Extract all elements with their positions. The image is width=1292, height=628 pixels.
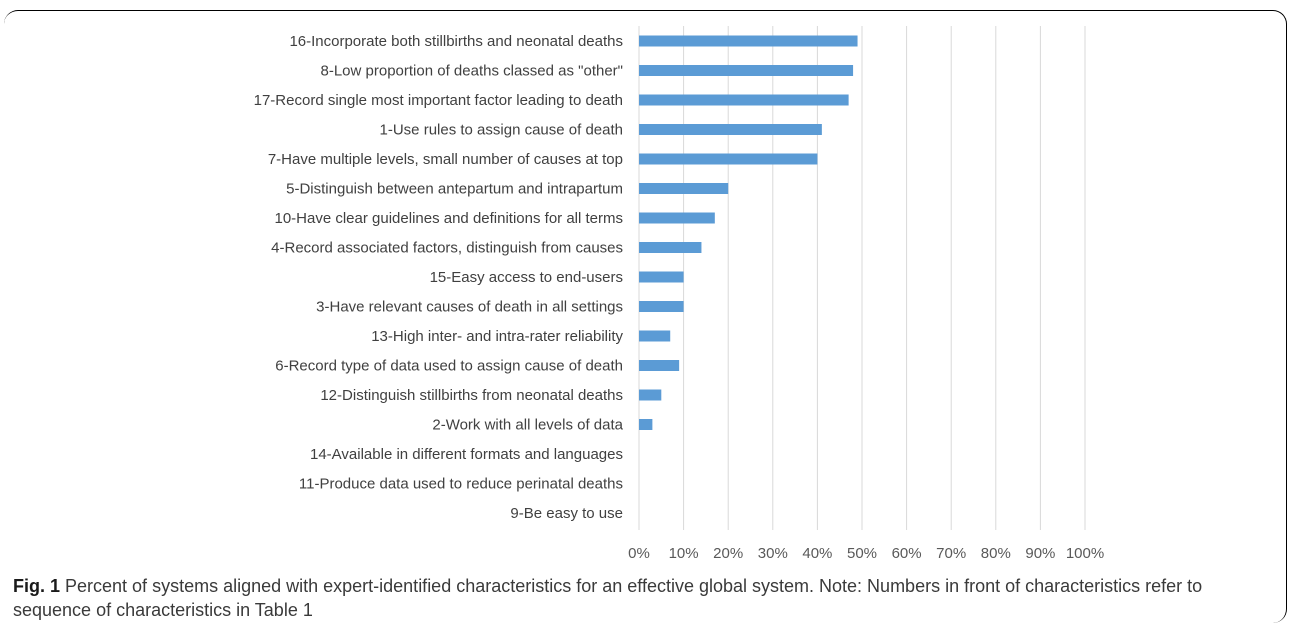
category-label: 11-Produce data used to reduce perinatal… (299, 476, 623, 493)
bars (639, 35, 858, 430)
category-label: 14-Available in different formats and la… (310, 446, 623, 463)
x-tick-label: 90% (1025, 545, 1055, 562)
x-tick-label: 40% (802, 545, 832, 562)
bar (639, 301, 684, 312)
category-label: 2-Work with all levels of data (432, 417, 623, 434)
category-label: 16-Incorporate both stillbirths and neon… (289, 33, 623, 50)
x-tick-label: 30% (758, 545, 788, 562)
bar (639, 124, 822, 135)
category-label: 1-Use rules to assign cause of death (380, 122, 623, 139)
bar (639, 65, 854, 76)
category-label: 6-Record type of data used to assign cau… (275, 358, 623, 375)
bar (639, 330, 671, 342)
category-label: 17-Record single most important factor l… (254, 92, 623, 109)
figure-caption: Fig. 1 Percent of systems aligned with e… (13, 574, 1273, 622)
x-tick-label: 50% (847, 545, 877, 562)
category-label: 4-Record associated factors, distinguish… (271, 240, 623, 257)
category-label: 5-Distinguish between antepartum and int… (286, 181, 623, 198)
x-tick-label: 10% (669, 545, 699, 562)
category-label: 12-Distinguish stillbirths from neonatal… (320, 387, 623, 404)
category-labels: 16-Incorporate both stillbirths and neon… (254, 33, 624, 522)
caption-text: Percent of systems aligned with expert-i… (13, 576, 1203, 620)
bar (639, 183, 729, 194)
category-label: 10-Have clear guidelines and definitions… (274, 210, 623, 227)
bar-chart: 16-Incorporate both stillbirths and neon… (254, 26, 1104, 562)
x-tick-label: 20% (713, 545, 743, 562)
category-label: 7-Have multiple levels, small number of … (268, 151, 623, 168)
x-tick-label: 0% (628, 545, 650, 562)
x-axis-tick-labels: 0% 10% 20% 30% 40% 50% 60% 70% 80% 90% 100% (628, 545, 1104, 562)
x-tick-label: 80% (981, 545, 1011, 562)
bar (639, 271, 684, 283)
x-tick-label: 60% (892, 545, 922, 562)
category-label: 13-High inter- and intra-rater reliabili… (371, 328, 623, 345)
bar (639, 94, 849, 106)
bar (639, 360, 680, 371)
bar (639, 389, 662, 401)
x-tick-label: 100% (1066, 545, 1104, 562)
bar (639, 212, 715, 224)
category-label: 9-Be easy to use (510, 505, 623, 522)
x-tick-label: 70% (936, 545, 966, 562)
category-label: 15-Easy access to end-users (430, 269, 623, 286)
category-label: 3-Have relevant causes of death in all s… (316, 299, 623, 316)
bar (639, 419, 653, 430)
bar (639, 35, 858, 47)
figure-label: Fig. 1 (13, 576, 61, 596)
bar (639, 153, 818, 165)
bar (639, 242, 702, 253)
category-label: 8-Low proportion of deaths classed as "o… (321, 63, 624, 80)
figure-frame (4, 10, 1287, 623)
